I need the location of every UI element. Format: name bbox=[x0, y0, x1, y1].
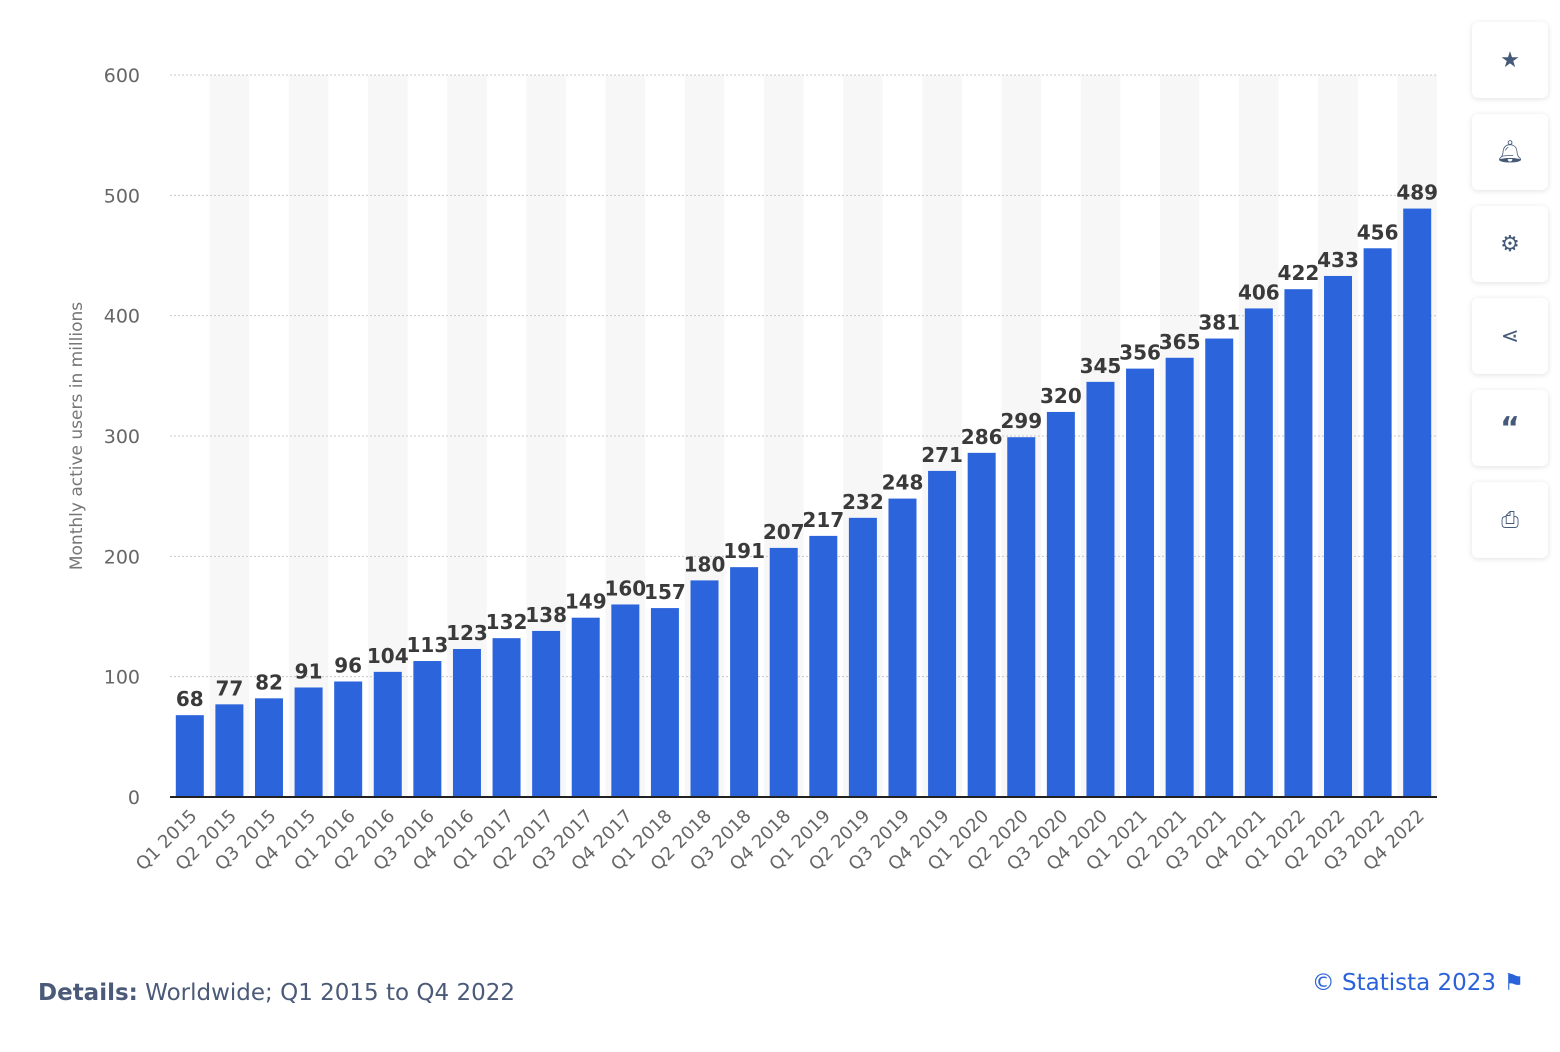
y-axis-label: Monthly active users in millions bbox=[67, 302, 87, 570]
details-note: Details: Worldwide; Q1 2015 to Q4 2022 bbox=[38, 980, 515, 1006]
quote-icon: “ bbox=[1500, 410, 1520, 446]
bar bbox=[1165, 357, 1194, 797]
data-label: 160 bbox=[604, 576, 646, 600]
data-label: 180 bbox=[684, 552, 726, 576]
data-label: 456 bbox=[1357, 220, 1399, 244]
data-label: 132 bbox=[486, 610, 528, 634]
bar bbox=[650, 608, 679, 797]
bar bbox=[175, 715, 204, 797]
star-icon: ★ bbox=[1500, 47, 1520, 73]
data-label: 345 bbox=[1080, 354, 1122, 378]
bar bbox=[611, 604, 640, 797]
data-label: 191 bbox=[723, 539, 765, 563]
data-label: 286 bbox=[961, 425, 1003, 449]
bar bbox=[532, 630, 561, 797]
data-label: 365 bbox=[1159, 330, 1201, 354]
bar bbox=[1324, 275, 1353, 797]
data-label: 422 bbox=[1278, 261, 1320, 285]
data-label: 123 bbox=[446, 621, 488, 645]
y-tick-label: 500 bbox=[104, 185, 140, 207]
notification-button[interactable]: 🔔︎ bbox=[1472, 114, 1548, 190]
copyright-text: © Statista 2023 bbox=[1311, 970, 1497, 996]
bar bbox=[730, 567, 759, 797]
bell-icon: 🔔︎ bbox=[1496, 139, 1524, 165]
data-label: 91 bbox=[295, 659, 323, 683]
data-label: 77 bbox=[215, 676, 243, 700]
bar bbox=[1205, 338, 1234, 797]
gear-icon: ⚙ bbox=[1500, 231, 1520, 257]
bar bbox=[1403, 208, 1432, 797]
bar bbox=[888, 498, 917, 797]
data-label: 138 bbox=[525, 603, 567, 627]
data-label: 217 bbox=[802, 508, 844, 532]
bar bbox=[1126, 368, 1155, 797]
y-tick-label: 200 bbox=[104, 546, 140, 568]
data-label: 406 bbox=[1238, 280, 1280, 304]
bar bbox=[1363, 248, 1392, 797]
share-icon: ⋖ bbox=[1500, 323, 1520, 349]
data-label: 320 bbox=[1040, 384, 1082, 408]
bar bbox=[1007, 437, 1036, 797]
bar bbox=[334, 681, 363, 797]
print-button[interactable]: ⎙ bbox=[1472, 482, 1548, 558]
bar-chart: 0 100 200 300 400 500 600 Monthly active users … bbox=[67, 65, 1438, 875]
data-label: 96 bbox=[334, 653, 362, 677]
data-label: 157 bbox=[644, 580, 686, 604]
y-tick-label: 0 bbox=[128, 787, 140, 809]
data-label: 433 bbox=[1317, 248, 1359, 272]
cite-button[interactable]: “ bbox=[1472, 390, 1548, 466]
data-label: 113 bbox=[406, 633, 448, 657]
flag-icon: ⚑ bbox=[1503, 970, 1524, 996]
bar bbox=[809, 535, 838, 797]
bar bbox=[492, 638, 521, 797]
y-tick-label: 100 bbox=[104, 667, 140, 689]
data-label: 82 bbox=[255, 670, 283, 694]
data-label: 271 bbox=[921, 443, 963, 467]
data-label: 207 bbox=[763, 520, 805, 544]
y-tick-label: 600 bbox=[104, 65, 140, 87]
bar bbox=[452, 648, 481, 797]
data-label: 149 bbox=[565, 590, 607, 614]
bar bbox=[967, 452, 996, 797]
data-label: 356 bbox=[1119, 341, 1161, 365]
bar bbox=[373, 671, 402, 797]
data-label: 299 bbox=[1000, 409, 1042, 433]
bar bbox=[690, 580, 719, 797]
data-label: 104 bbox=[367, 644, 409, 668]
bar bbox=[1244, 308, 1273, 797]
bar bbox=[215, 704, 244, 797]
bar bbox=[848, 517, 877, 797]
data-label: 68 bbox=[176, 687, 204, 711]
bar bbox=[769, 547, 798, 797]
bar bbox=[928, 470, 957, 797]
settings-button[interactable]: ⚙ bbox=[1472, 206, 1548, 282]
bar bbox=[413, 661, 442, 797]
details-label: Details: bbox=[38, 980, 138, 1006]
bar bbox=[1284, 289, 1313, 797]
details-text: Worldwide; Q1 2015 to Q4 2022 bbox=[137, 980, 515, 1006]
bar bbox=[254, 698, 283, 797]
y-tick-label: 300 bbox=[104, 426, 140, 448]
data-label: 381 bbox=[1198, 311, 1240, 335]
bar bbox=[1086, 381, 1115, 797]
data-label: 248 bbox=[882, 471, 924, 495]
data-label: 232 bbox=[842, 490, 884, 514]
bar bbox=[571, 617, 600, 797]
share-button[interactable]: ⋖ bbox=[1472, 298, 1548, 374]
favorite-button[interactable]: ★ bbox=[1472, 22, 1548, 98]
bar bbox=[294, 687, 323, 797]
bar bbox=[1046, 411, 1075, 797]
y-tick-label: 400 bbox=[104, 306, 140, 328]
data-label: 489 bbox=[1396, 181, 1438, 205]
print-icon: ⎙ bbox=[1501, 507, 1519, 533]
copyright-link[interactable]: © Statista 2023 ⚑ bbox=[1312, 970, 1524, 996]
